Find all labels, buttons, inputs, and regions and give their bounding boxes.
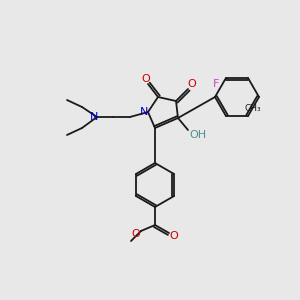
Text: CH₃: CH₃ — [245, 103, 261, 112]
Text: O: O — [188, 79, 196, 89]
Text: O: O — [132, 229, 140, 239]
Text: OH: OH — [189, 130, 207, 140]
Text: N: N — [90, 112, 98, 122]
Text: O: O — [169, 231, 178, 241]
Text: F: F — [213, 79, 219, 89]
Text: O: O — [142, 74, 150, 84]
Text: N: N — [140, 107, 148, 117]
